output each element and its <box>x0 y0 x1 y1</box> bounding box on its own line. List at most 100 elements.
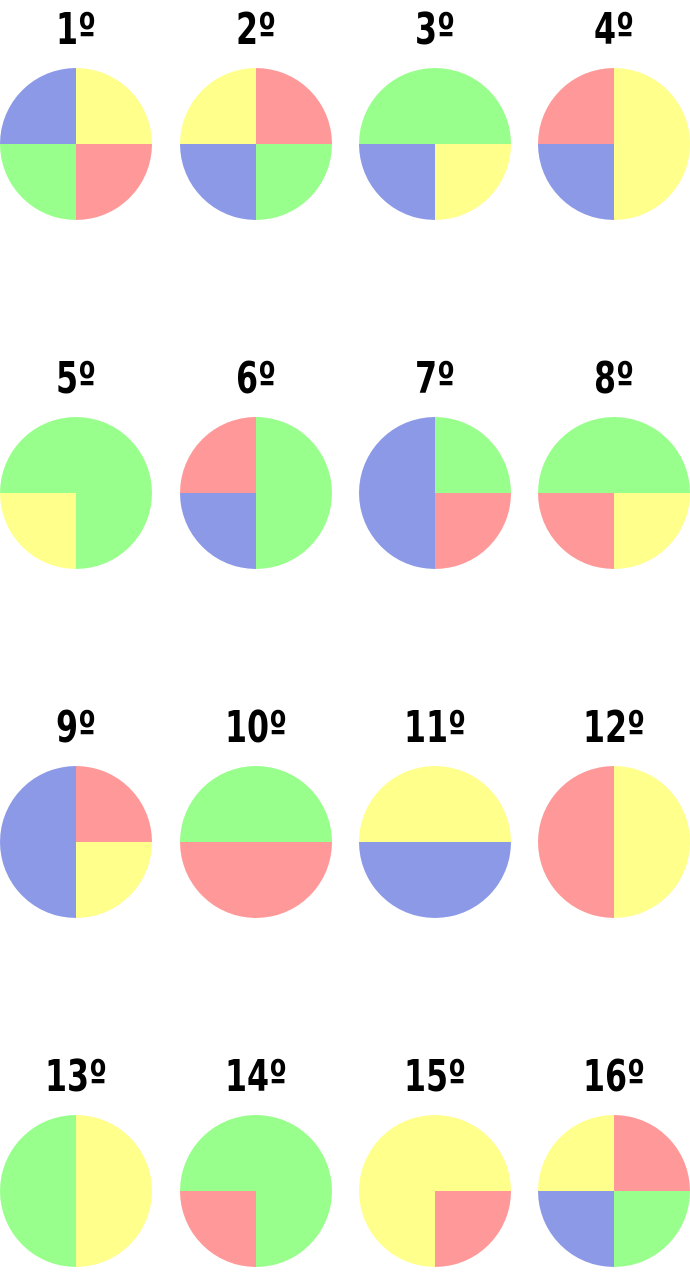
quadrant-top-left <box>0 766 76 842</box>
circle-label: 8º <box>594 353 634 404</box>
quadrant-bottom-right <box>256 493 332 569</box>
quadrant-circle-svg <box>0 68 152 220</box>
quadrant-bottom-left <box>359 493 435 569</box>
quadrant-top-right <box>614 1115 690 1191</box>
circle-label: 6º <box>236 353 276 404</box>
circle-label: 15º <box>404 1051 466 1102</box>
quadrant-top-right <box>614 766 690 842</box>
circle-cell: 2º <box>180 0 332 240</box>
circle-cell: 10º <box>180 698 332 938</box>
quadrant-bottom-left <box>180 1191 256 1267</box>
circle-cell: 15º <box>359 1047 511 1287</box>
quadrant-bottom-right <box>76 144 152 220</box>
circle-cell: 13º <box>0 1047 152 1287</box>
quadrant-top-right <box>614 68 690 144</box>
quadrant-circle-svg <box>538 766 690 918</box>
quadrant-circle <box>538 68 690 220</box>
quadrant-circle <box>538 1115 690 1267</box>
circle-label: 4º <box>594 4 634 55</box>
circle-label: 12º <box>583 702 645 753</box>
circle-label: 16º <box>583 1051 645 1102</box>
circle-cell: 8º <box>538 349 690 589</box>
quadrant-bottom-right <box>256 1191 332 1267</box>
quadrant-bottom-right <box>614 493 690 569</box>
circle-cell: 5º <box>0 349 152 589</box>
circle-label: 14º <box>225 1051 287 1102</box>
circle-label: 10º <box>225 702 287 753</box>
quadrant-circle-svg <box>538 1115 690 1267</box>
quadrant-circle <box>538 766 690 918</box>
quadrant-bottom-right <box>76 493 152 569</box>
quadrant-bottom-left <box>538 1191 614 1267</box>
circle-cell: 1º <box>0 0 152 240</box>
circle-cell: 7º <box>359 349 511 589</box>
quadrant-top-left <box>538 417 614 493</box>
quadrant-bottom-left <box>0 1191 76 1267</box>
quadrant-circle-svg <box>0 417 152 569</box>
quadrant-circle-svg <box>180 1115 332 1267</box>
quadrant-bottom-right <box>256 144 332 220</box>
quadrant-bottom-left <box>180 493 256 569</box>
quadrant-top-right <box>614 417 690 493</box>
quadrant-circle-svg <box>359 766 511 918</box>
circle-label: 1º <box>56 4 96 55</box>
quadrant-bottom-left <box>359 144 435 220</box>
quadrant-top-left <box>180 766 256 842</box>
quadrant-top-right <box>256 417 332 493</box>
quadrant-circle-svg <box>359 1115 511 1267</box>
quadrant-bottom-left <box>0 493 76 569</box>
quadrant-top-right <box>76 1115 152 1191</box>
quadrant-circle-svg <box>180 766 332 918</box>
quadrant-circle <box>180 766 332 918</box>
quadrant-top-right <box>435 68 511 144</box>
quadrant-circle-svg <box>538 68 690 220</box>
quadrant-bottom-left <box>359 1191 435 1267</box>
quadrant-circle <box>180 1115 332 1267</box>
quadrant-top-right <box>256 68 332 144</box>
quadrant-circle <box>0 417 152 569</box>
quadrant-circle <box>180 417 332 569</box>
quadrant-bottom-left <box>538 144 614 220</box>
quadrant-top-left <box>538 766 614 842</box>
quadrant-bottom-right <box>256 842 332 918</box>
quadrant-circle-svg <box>0 766 152 918</box>
quadrant-top-left <box>0 417 76 493</box>
quadrant-top-right <box>76 766 152 842</box>
quadrant-bottom-right <box>435 1191 511 1267</box>
circle-cell: 9º <box>0 698 152 938</box>
quadrant-circle <box>0 1115 152 1267</box>
quadrant-top-right <box>435 766 511 842</box>
quadrant-circle <box>359 766 511 918</box>
quadrant-bottom-right <box>435 144 511 220</box>
circle-cell: 4º <box>538 0 690 240</box>
circle-cell: 6º <box>180 349 332 589</box>
quadrant-bottom-right <box>614 1191 690 1267</box>
circle-label: 11º <box>404 702 466 753</box>
quadrant-bottom-right <box>435 842 511 918</box>
quadrant-top-left <box>538 1115 614 1191</box>
quadrant-bottom-right <box>76 842 152 918</box>
quadrant-top-left <box>180 68 256 144</box>
quadrant-top-right <box>76 68 152 144</box>
quadrant-circle-svg <box>538 417 690 569</box>
quadrant-bottom-left <box>538 493 614 569</box>
quadrant-top-left <box>359 68 435 144</box>
quadrant-bottom-left <box>0 144 76 220</box>
quadrant-circle <box>0 68 152 220</box>
circle-label: 13º <box>45 1051 107 1102</box>
quadrant-circle <box>538 417 690 569</box>
circle-label: 9º <box>56 702 96 753</box>
quadrant-bottom-right <box>614 144 690 220</box>
quadrant-top-left <box>359 417 435 493</box>
quadrant-top-left <box>0 68 76 144</box>
circle-label: 3º <box>415 4 455 55</box>
quadrant-bottom-left <box>0 842 76 918</box>
circle-cell: 11º <box>359 698 511 938</box>
quadrant-circle <box>359 1115 511 1267</box>
quadrant-top-right <box>435 1115 511 1191</box>
circle-cell: 14º <box>180 1047 332 1287</box>
circle-cell: 16º <box>538 1047 690 1287</box>
quadrant-bottom-right <box>76 1191 152 1267</box>
quadrant-top-left <box>359 1115 435 1191</box>
